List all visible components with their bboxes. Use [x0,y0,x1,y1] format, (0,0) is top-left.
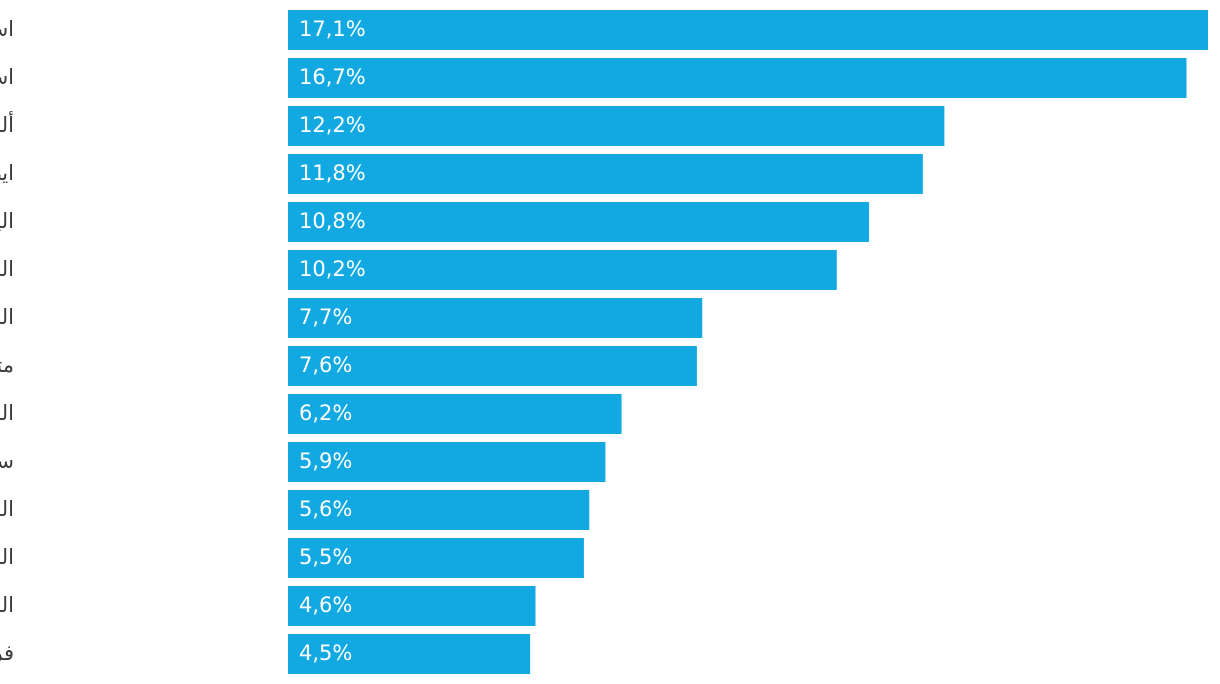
category-label: ألمانيا [0,111,14,137]
category-labels: استراليا اسبانيا ألمانيا ايطاليا اليابان البر… [0,17,14,665]
data-label: 5,6% [299,497,352,521]
category-label: المملكة المتحدة [0,593,14,617]
bar [288,298,703,338]
category-label: الولايات المتحدة الأمريكية [0,496,14,521]
bar [288,586,536,626]
bar [288,10,1208,50]
data-label: 4,5% [299,641,352,665]
bar [288,634,531,674]
bar [288,202,870,242]
category-label: سويسرا [0,449,14,473]
data-label: 6,2% [299,401,352,425]
bar [288,250,837,290]
category-label: اليابان [0,209,14,233]
bar [288,394,622,434]
data-label: 10,2% [299,257,366,281]
category-label: ايطاليا [0,161,14,185]
data-label: 16,7% [299,65,366,89]
bars [288,10,1208,674]
category-label: فرنسا [0,641,14,665]
data-label: 11,8% [299,161,366,185]
data-label: 17,1% [299,17,366,41]
category-label: النمسا [0,305,14,329]
category-label: استراليا [0,17,14,41]
bar [288,442,606,482]
bar [288,154,923,194]
category-label: الصين [0,401,14,425]
value-labels: 17,1% 16,7% 12,2% 11,8% 10,8% 10,2% 7,7% 7,6% 6,… [299,17,366,665]
data-label: 4,6% [299,593,352,617]
category-label: اسبانيا [0,65,14,89]
bar [288,538,584,578]
data-label: 7,7% [299,305,352,329]
category-label: المتوسط العالمي [0,545,14,569]
category-label: متوسط الاتحاد الأوروبي 27 [0,352,14,377]
category-label: البرتغال [0,257,14,281]
data-label: 10,8% [299,209,366,233]
data-label: 5,5% [299,545,352,569]
data-label: 12,2% [299,113,366,137]
bar [288,346,697,386]
data-label: 5,9% [299,449,352,473]
data-label: 7,6% [299,353,352,377]
bar [288,106,945,146]
bar [288,490,590,530]
bar [288,58,1187,98]
